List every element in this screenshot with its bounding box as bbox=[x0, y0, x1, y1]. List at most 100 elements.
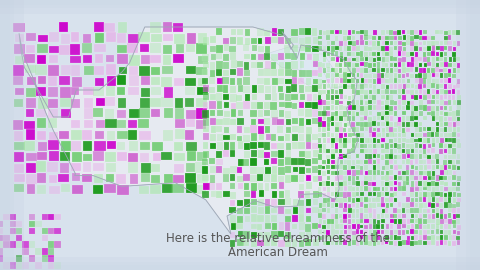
Bar bbox=[331, 241, 334, 245]
Bar bbox=[279, 93, 284, 100]
Bar bbox=[48, 76, 57, 86]
Bar bbox=[427, 94, 431, 99]
Bar bbox=[381, 213, 384, 218]
Bar bbox=[448, 165, 451, 169]
Bar bbox=[335, 143, 338, 148]
Bar bbox=[360, 122, 364, 127]
Bar bbox=[410, 90, 414, 94]
Bar bbox=[129, 141, 138, 151]
Bar bbox=[244, 53, 250, 59]
Bar bbox=[257, 62, 263, 68]
Bar bbox=[423, 230, 427, 235]
Bar bbox=[360, 138, 363, 143]
Bar bbox=[285, 94, 291, 101]
Bar bbox=[243, 231, 250, 239]
Bar bbox=[360, 208, 363, 213]
Bar bbox=[336, 230, 339, 234]
Bar bbox=[419, 57, 422, 61]
Bar bbox=[243, 183, 249, 190]
Bar bbox=[364, 181, 368, 185]
Bar bbox=[427, 46, 431, 51]
Bar bbox=[448, 203, 452, 208]
Bar bbox=[372, 58, 375, 62]
Bar bbox=[313, 199, 318, 205]
Bar bbox=[364, 94, 368, 99]
Bar bbox=[187, 151, 196, 161]
Bar bbox=[456, 166, 460, 170]
Bar bbox=[323, 187, 326, 191]
Bar bbox=[335, 63, 339, 67]
Bar bbox=[364, 160, 368, 164]
Bar bbox=[216, 85, 223, 92]
Bar bbox=[373, 209, 376, 214]
Bar bbox=[16, 228, 23, 234]
Bar bbox=[84, 154, 92, 161]
Bar bbox=[264, 110, 270, 116]
Bar bbox=[339, 160, 343, 164]
Bar bbox=[352, 240, 356, 245]
Bar bbox=[237, 239, 244, 247]
Bar bbox=[347, 138, 351, 143]
Bar bbox=[175, 119, 185, 128]
Bar bbox=[352, 106, 356, 110]
Bar bbox=[448, 73, 451, 77]
Bar bbox=[258, 119, 264, 124]
Bar bbox=[84, 109, 93, 119]
Bar bbox=[432, 165, 435, 170]
Bar bbox=[364, 138, 369, 143]
Bar bbox=[216, 191, 222, 198]
Bar bbox=[389, 159, 394, 164]
Bar bbox=[298, 77, 304, 84]
Bar bbox=[318, 73, 322, 77]
Bar bbox=[402, 122, 405, 127]
Bar bbox=[331, 78, 335, 83]
Bar bbox=[406, 128, 410, 132]
Bar bbox=[343, 192, 347, 198]
Bar bbox=[420, 192, 422, 197]
Bar bbox=[356, 208, 360, 212]
Bar bbox=[257, 224, 263, 230]
Bar bbox=[352, 208, 355, 213]
Bar bbox=[364, 74, 368, 78]
Bar bbox=[25, 109, 35, 117]
Bar bbox=[369, 224, 372, 229]
Bar bbox=[406, 52, 410, 57]
Bar bbox=[331, 160, 335, 164]
Bar bbox=[285, 240, 290, 247]
Bar bbox=[141, 153, 149, 162]
Bar bbox=[264, 53, 270, 60]
Bar bbox=[186, 163, 195, 172]
Bar bbox=[402, 214, 406, 218]
Bar bbox=[360, 170, 363, 175]
Bar bbox=[96, 98, 105, 106]
Bar bbox=[271, 37, 277, 43]
Bar bbox=[356, 133, 360, 137]
Bar bbox=[305, 151, 311, 158]
Bar bbox=[369, 106, 372, 110]
Bar bbox=[339, 186, 343, 191]
Bar bbox=[84, 141, 92, 151]
Bar bbox=[318, 117, 322, 122]
Bar bbox=[385, 41, 389, 45]
Bar bbox=[419, 122, 422, 126]
Bar bbox=[118, 99, 126, 108]
Bar bbox=[336, 106, 338, 110]
Bar bbox=[319, 148, 322, 153]
Bar bbox=[230, 134, 236, 140]
Bar bbox=[13, 131, 23, 141]
Bar bbox=[93, 87, 104, 96]
Bar bbox=[394, 122, 398, 127]
Bar bbox=[436, 208, 439, 212]
Bar bbox=[335, 182, 339, 186]
Bar bbox=[394, 155, 397, 159]
Bar bbox=[373, 230, 377, 235]
Bar bbox=[402, 95, 406, 100]
Bar bbox=[382, 187, 384, 191]
Bar bbox=[385, 112, 389, 116]
Bar bbox=[385, 36, 389, 40]
Bar bbox=[398, 89, 401, 94]
Bar bbox=[410, 68, 413, 72]
Bar bbox=[360, 225, 363, 228]
Bar bbox=[448, 133, 452, 137]
Bar bbox=[224, 44, 229, 51]
